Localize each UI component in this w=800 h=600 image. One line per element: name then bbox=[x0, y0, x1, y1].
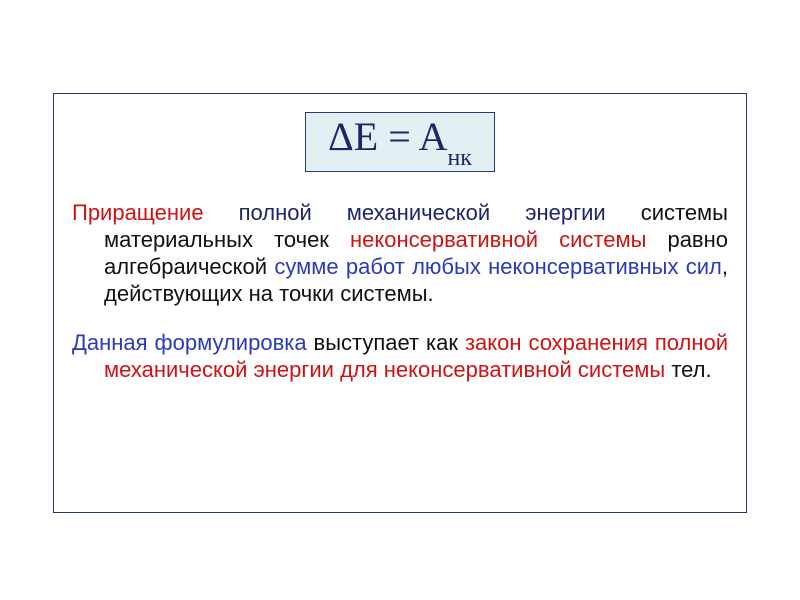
paragraph-2: Данная формулировка выступает как закон … bbox=[72, 330, 728, 384]
formula-rhs: A bbox=[419, 114, 448, 159]
p1-s6: сумме работ любых неконсервативных сил bbox=[274, 254, 722, 279]
p1-s4: неконсервативной системы bbox=[350, 227, 646, 252]
slide: ΔE = Aнк Приращение полной механической … bbox=[0, 0, 800, 600]
formula-lhs: E bbox=[354, 114, 378, 159]
p2-s5: тел. bbox=[671, 357, 711, 382]
paragraph-1: Приращение полной механической энергии с… bbox=[72, 200, 728, 307]
p2-s1: Данная формулировка bbox=[72, 330, 314, 355]
formula-container: ΔE = Aнк bbox=[72, 112, 728, 172]
formula-subscript: нк bbox=[447, 145, 472, 171]
content-box: ΔE = Aнк Приращение полной механической … bbox=[53, 93, 747, 513]
p1-s2: полной механической энергии bbox=[204, 200, 641, 225]
formula: ΔE = Aнк bbox=[305, 112, 495, 172]
p1-s1: Приращение bbox=[72, 200, 204, 225]
formula-eq: = bbox=[388, 114, 411, 159]
p2-s2: выступает как bbox=[314, 330, 465, 355]
p2-s4: энергии для неконсервативной системы bbox=[254, 357, 672, 382]
formula-delta: Δ bbox=[328, 114, 354, 159]
